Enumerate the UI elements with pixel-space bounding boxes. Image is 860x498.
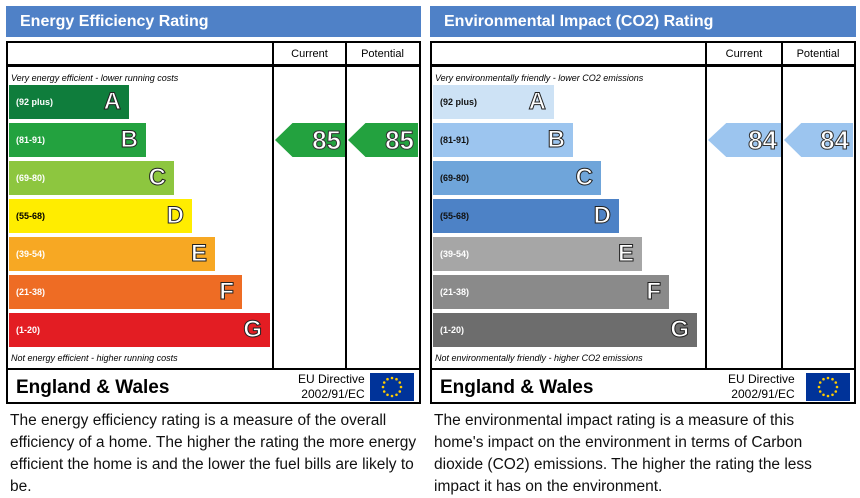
bottom-note: Not environmentally friendly - higher CO… — [435, 353, 643, 363]
band-f: (21-38) F — [9, 275, 242, 309]
band-range: (69-80) — [16, 173, 46, 183]
band-d: (55-68) D — [433, 199, 619, 233]
description-text: The environmental impact rating is a mea… — [434, 412, 812, 495]
rating-table: Current Potential Very energy efficient - … — [6, 41, 421, 404]
potential-rating-arrow: 85 — [348, 123, 418, 157]
band-letter: G — [670, 316, 690, 344]
band-range: (1-20) — [16, 325, 41, 335]
band-range: (21-38) — [16, 287, 46, 297]
energy-efficiency-panel: Energy Efficiency Rating Current Potential… — [6, 6, 421, 495]
band-range: (92 plus) — [16, 97, 54, 107]
band-range: (21-38) — [440, 287, 470, 297]
band-letter: C — [575, 164, 593, 192]
band-e: (39-54) E — [9, 237, 215, 271]
band-letter: D — [593, 202, 611, 230]
band-a: (92 plus) A — [433, 85, 554, 119]
column-header-current: Current — [725, 48, 763, 60]
band-d: (55-68) D — [9, 199, 192, 233]
band-g: (1-20) G — [433, 313, 697, 347]
eu-directive-line1: EU Directive — [728, 372, 795, 386]
column-header-potential: Potential — [361, 48, 404, 60]
region-label: England & Wales — [16, 377, 170, 398]
band-c: (69-80) C — [9, 161, 174, 195]
column-divider — [781, 43, 783, 368]
band-b: (81-91) B — [9, 123, 146, 157]
band-letter: G — [243, 316, 263, 344]
bottom-note: Not energy efficient - higher running co… — [11, 353, 178, 363]
column-header-potential: Potential — [796, 48, 840, 60]
band-g: (1-20) G — [9, 313, 270, 347]
table-header: Current Potential — [432, 43, 854, 67]
current-rating-arrow: 84 — [708, 123, 781, 157]
band-a: (92 plus) A — [9, 85, 129, 119]
table-footer: England & Wales EU Directive 2002/91/EC — [8, 368, 419, 402]
rating-table: Current Potential Very environmentally fri… — [430, 41, 856, 404]
column-divider — [705, 43, 707, 368]
band-letter: E — [617, 240, 634, 268]
column-header-current: Current — [291, 48, 328, 60]
column-divider — [272, 43, 274, 368]
eu-directive: EU Directive 2002/91/EC — [298, 372, 365, 402]
band-letter: A — [528, 88, 546, 116]
band-range: (92 plus) — [440, 97, 478, 107]
band-e: (39-54) E — [433, 237, 642, 271]
band-letter: A — [103, 88, 121, 116]
chart-title: Energy Efficiency Rating — [6, 6, 421, 37]
region-label: England & Wales — [440, 377, 594, 398]
environmental-impact-panel: Environmental Impact (CO2) Rating Current… — [430, 6, 856, 495]
eu-flag-icon — [806, 373, 850, 401]
band-letter: B — [120, 126, 138, 154]
band-range: (39-54) — [16, 249, 46, 259]
band-range: (55-68) — [16, 211, 46, 221]
eu-directive: EU Directive 2002/91/EC — [728, 372, 795, 402]
table-header: Current Potential — [8, 43, 419, 67]
band-letter: F — [646, 278, 662, 306]
band-b: (81-91) B — [433, 123, 573, 157]
band-letter: B — [547, 126, 565, 154]
top-note: Very energy efficient - lower running co… — [11, 73, 179, 83]
top-note: Very environmentally friendly - lower CO… — [435, 73, 644, 83]
description-text: The energy efficiency rating is a measur… — [10, 412, 417, 495]
band-c: (69-80) C — [433, 161, 601, 195]
band-letter: C — [148, 164, 166, 192]
band-range: (81-91) — [440, 135, 470, 145]
eu-flag-icon — [370, 373, 414, 401]
chart-title: Environmental Impact (CO2) Rating — [430, 6, 856, 37]
band-f: (21-38) F — [433, 275, 669, 309]
eu-directive-line2: 2002/91/EC — [731, 387, 795, 401]
band-range: (69-80) — [440, 173, 470, 183]
eu-directive-line1: EU Directive — [298, 372, 365, 386]
band-letter: F — [219, 278, 235, 306]
band-letter: E — [190, 240, 207, 268]
band-range: (81-91) — [16, 135, 46, 145]
eu-directive-line2: 2002/91/EC — [301, 387, 365, 401]
band-range: (39-54) — [440, 249, 470, 259]
potential-rating-arrow: 84 — [784, 123, 853, 157]
band-range: (55-68) — [440, 211, 470, 221]
table-footer: England & Wales EU Directive 2002/91/EC — [432, 368, 854, 402]
current-rating-arrow: 85 — [275, 123, 345, 157]
band-letter: D — [166, 202, 184, 230]
column-divider — [345, 43, 347, 368]
band-range: (1-20) — [440, 325, 465, 335]
